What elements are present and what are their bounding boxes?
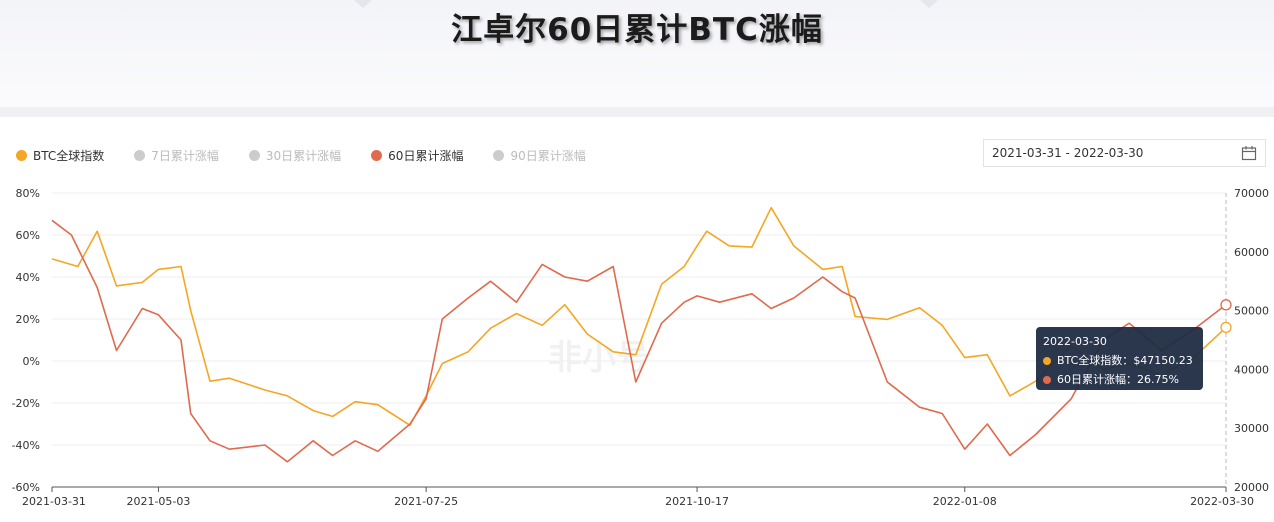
x-tick-label: 2021-10-17	[665, 495, 729, 508]
legend-label: 30日累计涨幅	[265, 148, 342, 163]
date-range-value: 2021-03-31 - 2022-03-30	[992, 146, 1144, 160]
tooltip-dot-icon	[1043, 375, 1051, 384]
y-left-tick-label: 80%	[16, 187, 40, 200]
legend-dot-icon	[16, 149, 27, 161]
legend-label: 90日累计涨幅	[510, 148, 586, 163]
chart-tooltip: 2022-03-30 BTC全球指数： $47150.23 60日累计涨幅： 2…	[1036, 327, 1203, 390]
tooltip-dot-icon	[1043, 356, 1051, 365]
y-right-tick-label: 20000	[1234, 481, 1269, 494]
x-tick-label: 2021-03-31	[22, 495, 86, 508]
calendar-icon[interactable]	[1241, 145, 1257, 161]
date-range-picker[interactable]: 2021-03-31 - 2022-03-30	[983, 139, 1266, 167]
legend-dot-icon	[371, 149, 383, 161]
y-left-tick-label: 0%	[23, 355, 40, 368]
legend-item-btc-index[interactable]: BTC全球指数	[16, 147, 104, 164]
series-end-point	[1220, 299, 1232, 311]
series-line	[51, 206, 1227, 427]
y-left-tick-label: -20%	[12, 397, 40, 410]
y-right-tick-label: 70000	[1234, 187, 1269, 200]
y-left-tick-label: 60%	[16, 229, 40, 242]
legend-dot-icon	[493, 149, 505, 161]
legend-item-7d[interactable]: 7日累计涨幅	[134, 147, 219, 164]
header-band	[0, 0, 1274, 107]
tooltip-row-60d: 60日累计涨幅： 26.75%	[1043, 370, 1196, 389]
y-right-tick-label: 40000	[1234, 363, 1269, 376]
y-left-tick-label: -40%	[12, 439, 40, 452]
y-left-tick-label: -60%	[12, 481, 40, 494]
legend-item-30d[interactable]: 30日累计涨幅	[248, 147, 342, 164]
tooltip-btc-label: BTC全球指数：	[1057, 354, 1134, 367]
series-line	[51, 219, 1227, 463]
y-right-tick-label: 30000	[1234, 422, 1269, 435]
tooltip-btc-value: $47150.23	[1133, 354, 1193, 367]
tooltip-date: 2022-03-30	[1043, 335, 1107, 348]
y-left-tick-label: 40%	[16, 271, 40, 284]
y-left-tick-label: 20%	[16, 313, 40, 326]
x-tick-label: 2021-05-03	[126, 495, 190, 508]
page-title: 江卓尔60日累计BTC涨幅	[451, 12, 823, 48]
legend-item-60d[interactable]: 60日累计涨幅	[371, 147, 463, 164]
legend-label: 7日累计涨幅	[151, 148, 219, 163]
header-notch-left	[354, 0, 372, 8]
section-divider	[0, 107, 1274, 117]
axes: 80% 60% 40% 20% 0% -20% -40% -60% 70000 60000 5000…	[12, 187, 1269, 508]
legend-item-90d[interactable]: 90日累计涨幅	[493, 147, 586, 164]
x-tick-label: 2022-01-08	[933, 495, 997, 508]
y-right-tick-label: 50000	[1234, 305, 1269, 318]
tooltip-60d-value: 26.75%	[1137, 373, 1179, 386]
legend-dot-icon	[134, 149, 146, 161]
legend-dot-icon	[248, 149, 260, 161]
legend-label: 60日累计涨幅	[388, 148, 464, 163]
x-tick-label: 2022-03-30	[1190, 495, 1254, 508]
series	[51, 206, 1232, 463]
tooltip-row-btc: BTC全球指数： $47150.23	[1043, 351, 1196, 370]
tooltip-60d-label: 60日累计涨幅：	[1057, 373, 1137, 386]
header-notch-right	[920, 0, 938, 8]
chart-legend: BTC全球指数 7日累计涨幅 30日累计涨幅 60日累计涨幅 90日累计涨幅	[16, 146, 616, 164]
y-right-tick-label: 60000	[1234, 246, 1269, 259]
x-tick-label: 2021-07-25	[394, 495, 458, 508]
legend-label: BTC全球指数	[33, 148, 105, 163]
series-end-point	[1220, 321, 1232, 334]
